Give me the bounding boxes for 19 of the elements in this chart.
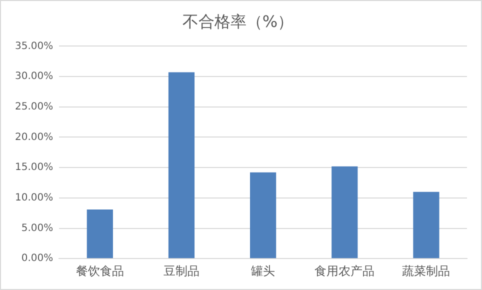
chart-title: 不合格率（%） — [182, 12, 294, 31]
bar — [86, 209, 113, 258]
bar — [168, 72, 195, 258]
x-tick-label: 食用农产品 — [314, 264, 375, 278]
x-tick-label: 豆制品 — [163, 264, 200, 278]
y-tick-label: 5.00% — [21, 222, 54, 234]
x-tick-label: 罐头 — [251, 264, 276, 278]
x-tick-label: 蔬菜制品 — [402, 264, 450, 278]
y-tick-label: 30.00% — [14, 71, 54, 82]
bar — [332, 166, 358, 258]
y-tick-label: 35.00% — [14, 40, 54, 52]
y-tick-label: 25.00% — [14, 101, 54, 112]
x-tick-label: 餐饮食品 — [76, 264, 124, 278]
bar — [250, 172, 276, 258]
y-tick-label: 10.00% — [14, 192, 54, 204]
bar — [413, 192, 440, 258]
y-tick-label: 0.00% — [21, 253, 54, 264]
y-tick-label: 15.00% — [14, 162, 54, 174]
y-tick-label: 20.00% — [14, 132, 54, 143]
